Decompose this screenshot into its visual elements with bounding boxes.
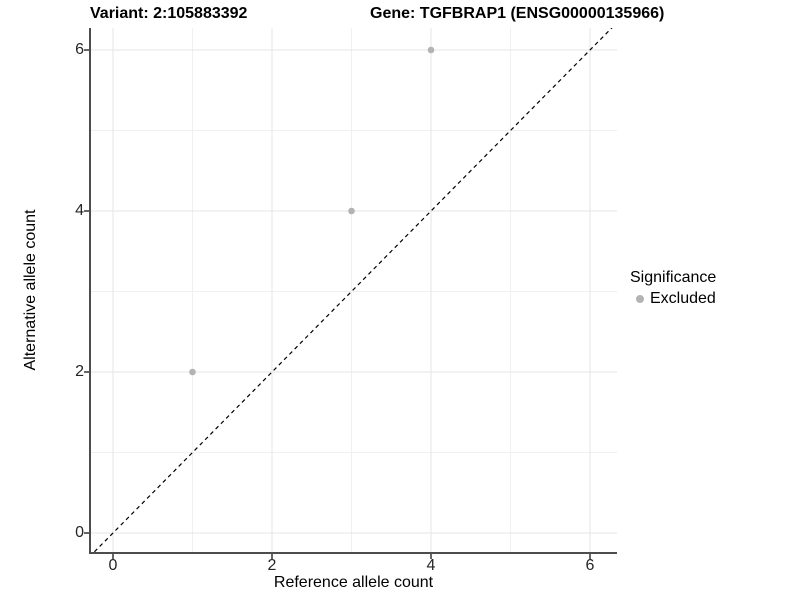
data-point <box>189 368 196 376</box>
legend-item-label: Excluded <box>650 290 716 307</box>
legend-item-excluded: Excluded <box>630 290 798 308</box>
x-tick-label: 4 <box>426 557 436 574</box>
excluded-point-icon <box>636 295 644 303</box>
x-axis-title: Reference allele count <box>273 574 434 591</box>
y-tick-label: 6 <box>75 41 84 58</box>
y-tick-label: 2 <box>75 363 84 380</box>
plot-title-variant: Variant: 2:105883392 <box>90 5 248 22</box>
x-tick-label: 2 <box>267 557 277 574</box>
legend: Significance Excluded <box>630 269 798 308</box>
data-point <box>427 46 435 54</box>
plot-title-gene: Gene: TGFBRAP1 (ENSG00000135966) <box>370 5 665 22</box>
data-point <box>348 207 355 215</box>
y-axis-title: Alternative allele count <box>22 209 39 371</box>
x-tick-label: 0 <box>108 557 118 574</box>
y-tick-label: 4 <box>75 202 84 219</box>
x-tick-label: 6 <box>585 557 595 574</box>
legend-title: Significance <box>630 269 717 286</box>
y-tick-label: 0 <box>75 524 84 541</box>
